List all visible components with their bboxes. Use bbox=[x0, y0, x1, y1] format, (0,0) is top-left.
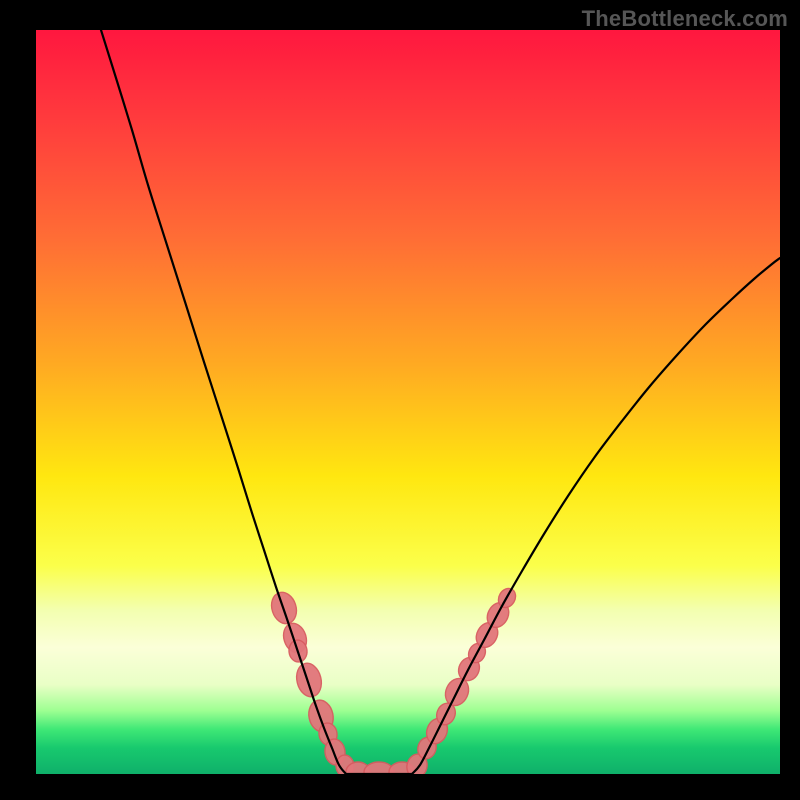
gradient-background bbox=[36, 30, 780, 774]
plot-area bbox=[36, 30, 780, 774]
chart-container: TheBottleneck.com bbox=[0, 0, 800, 800]
chart-svg bbox=[36, 30, 780, 774]
watermark-text: TheBottleneck.com bbox=[582, 6, 788, 32]
